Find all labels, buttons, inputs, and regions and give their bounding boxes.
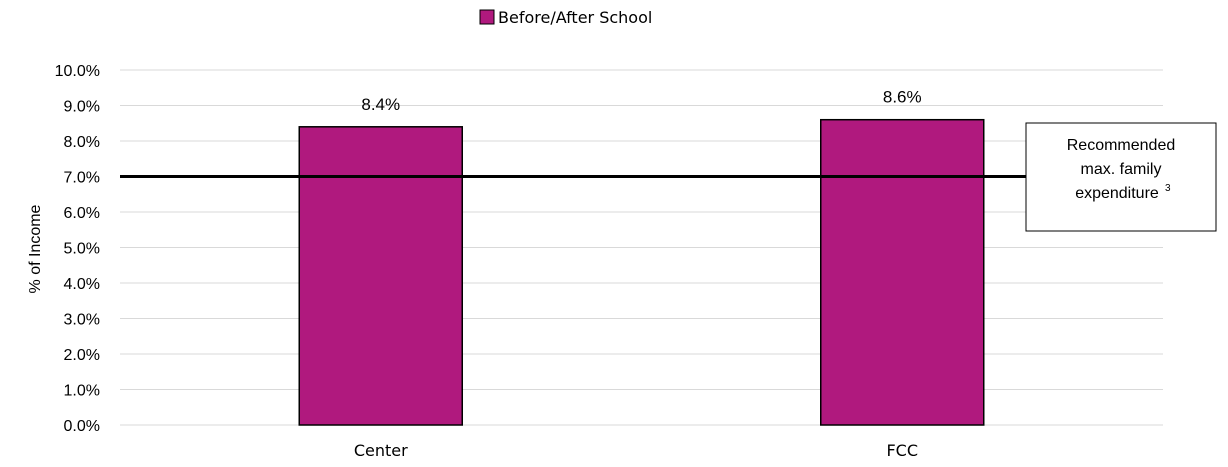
y-axis-title: % of Income: [27, 204, 44, 293]
y-tick-label: 10.0%: [55, 63, 100, 80]
callout-line-1: Recommended: [1067, 137, 1176, 154]
legend-swatch: [479, 9, 495, 25]
reference-callout: Recommended max. family expenditure 3: [1025, 122, 1217, 232]
callout-box: [1025, 122, 1217, 232]
y-axis-ticks: 0.0% 1.0% 2.0% 3.0% 4.0% 5.0% 6.0% 7.0% 8.0% 9.0%…: [55, 63, 100, 435]
y-tick-label: 1.0%: [64, 383, 100, 400]
callout-line-2: max. family: [1081, 161, 1162, 178]
bar: [820, 118, 985, 426]
legend: Before/After School: [479, 8, 652, 27]
grid-lines: [120, 69, 1163, 426]
y-tick-label: 7.0%: [64, 170, 100, 187]
legend-label: Before/After School: [498, 8, 652, 27]
data-label: 8.6%: [883, 88, 922, 107]
y-tick-label: 3.0%: [64, 312, 100, 329]
x-tick-label: FCC: [886, 441, 918, 460]
y-tick-label: 0.0%: [64, 418, 100, 435]
data-label: 8.4%: [361, 95, 400, 114]
y-tick-label: 8.0%: [64, 134, 100, 151]
y-tick-label: 2.0%: [64, 347, 100, 364]
y-tick-label: 6.0%: [64, 205, 100, 222]
y-tick-label: 9.0%: [64, 99, 100, 116]
bars: [298, 118, 985, 426]
y-tick-label: 5.0%: [64, 241, 100, 258]
callout-line-3: expenditure: [1075, 185, 1159, 202]
x-axis-ticks: Center FCC: [354, 441, 918, 460]
y-tick-label: 4.0%: [64, 276, 100, 293]
callout-footnote: 3: [1165, 183, 1171, 194]
x-tick-label: Center: [354, 441, 408, 460]
bar: [298, 126, 463, 426]
data-labels: 8.4% 8.6%: [361, 88, 921, 114]
